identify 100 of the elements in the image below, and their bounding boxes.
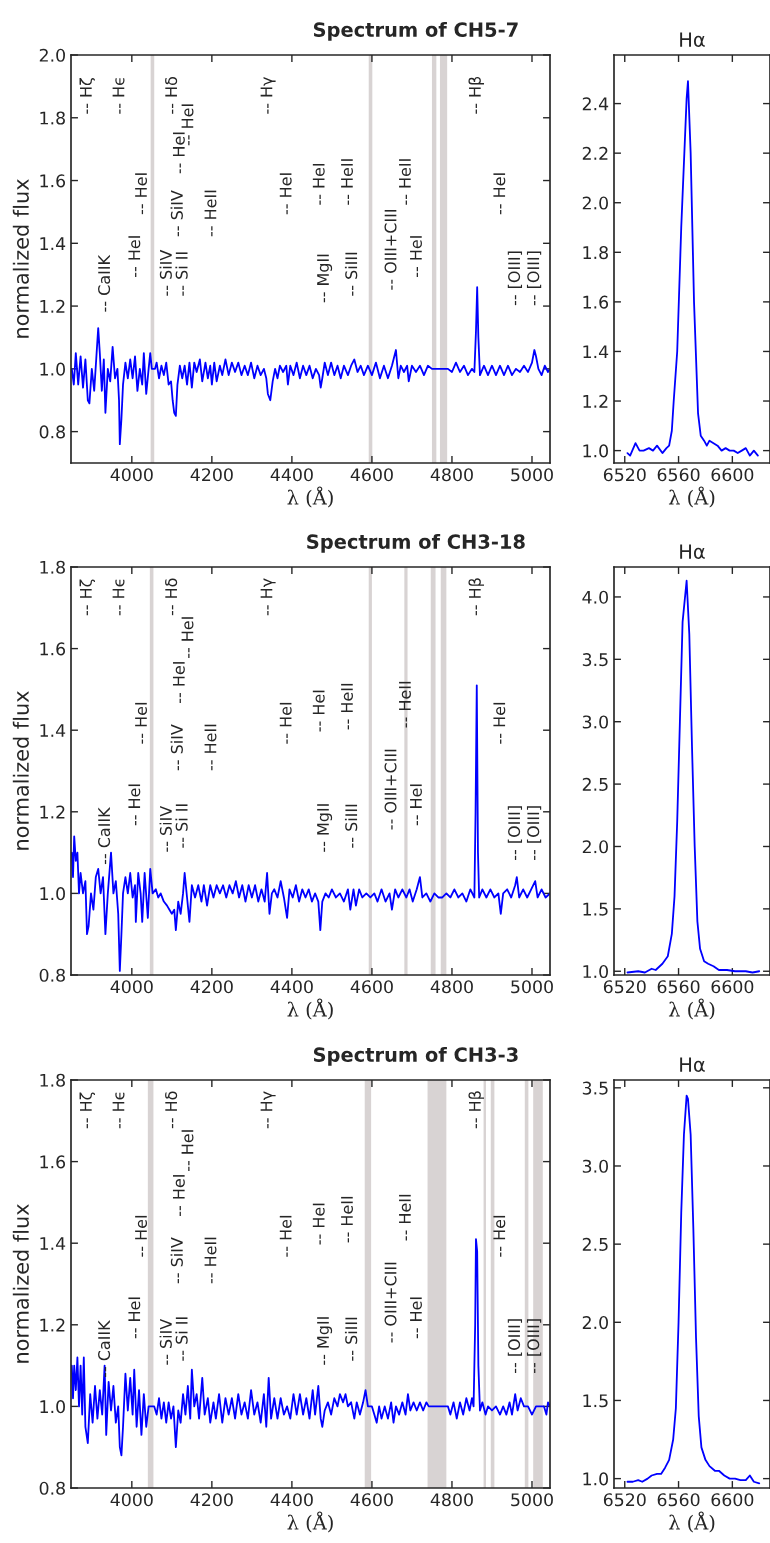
y-tick-label: 1.6 [40, 174, 66, 188]
annotation: -- HeI [181, 1130, 194, 1172]
annotation: -- Hγ [260, 578, 276, 616]
annotation: -- [OIII] [507, 806, 523, 860]
line-series [71, 1238, 550, 1457]
annotation: -- Hβ [468, 1091, 485, 1129]
x-tick-label: 4600 [350, 468, 393, 482]
x-tick-label: 4400 [270, 980, 313, 994]
annotation: -- HeI [410, 1297, 422, 1339]
y-tick-label: 2.0 [39, 48, 65, 62]
annotation: -- SiIV [159, 1318, 172, 1365]
y-tick-label: 1.0 [583, 1472, 608, 1486]
x-tick-label: 6560 [657, 1493, 700, 1507]
annotation: -- Hϵ [112, 579, 125, 616]
x-tick-label: 4800 [430, 1493, 473, 1507]
x-tick-label: 4400 [270, 1493, 313, 1507]
annotation: -- [OIII] [507, 1319, 523, 1373]
y-tick-label: 1.4 [40, 1237, 66, 1250]
x-tick-label: 4800 [430, 468, 473, 482]
annotation: -- Hγ [260, 76, 276, 114]
x-tick-label: 5000 [511, 468, 553, 482]
y-axis-title: normalized flux [12, 1204, 29, 1363]
x-tick-label: 4600 [350, 980, 393, 994]
annotation: -- Hδ [165, 77, 178, 114]
annotation: -- Hζ [79, 579, 96, 616]
annotation: -- HeI [172, 662, 185, 703]
chart-title: Spectrum of CH5-7 [313, 21, 518, 41]
y-tick-label: 1.2 [583, 394, 608, 408]
y-tick-label: 3.5 [582, 1081, 608, 1095]
x-axis-title: λ (Å) [287, 1511, 333, 1533]
y-tick-label: 1.4 [40, 237, 66, 250]
y-tick-label: 3.0 [582, 715, 608, 729]
annotation: -- HeII [204, 1237, 217, 1284]
y-tick-label: 2.0 [582, 840, 608, 854]
annotation: -- [OIII] [526, 251, 542, 306]
annotation: -- HeII [204, 190, 217, 237]
y-tick-label: 1.0 [40, 362, 65, 376]
y-tick-label: 1.2 [40, 299, 65, 313]
annotation: -- SiIV [170, 724, 183, 771]
x-tick-label: 4000 [110, 1493, 153, 1507]
x-tick-label: 5000 [511, 1493, 553, 1507]
annotation: -- MgII [317, 1317, 333, 1365]
chart-title: Hα [680, 32, 705, 47]
annotation: -- SiIII [344, 804, 358, 848]
annotation: -- HeII [341, 683, 353, 730]
annotation: -- HeI [410, 784, 422, 826]
annotation: -- [OIII] [507, 251, 523, 306]
annotation: -- SiIV [170, 190, 183, 237]
chart-title: Spectrum of CH3-3 [313, 1046, 518, 1066]
y-tick-label: 1.8 [40, 1073, 65, 1087]
annotation: -- MgII [317, 254, 333, 303]
annotation: -- HeII [341, 1196, 353, 1243]
y-tick-label: 1.2 [40, 805, 65, 819]
annotation: -- HeI [312, 163, 325, 205]
annotation: -- Hϵ [112, 1092, 125, 1129]
annotation: -- HeII [399, 159, 411, 205]
annotation: -- HeI [279, 702, 292, 744]
x-axis-title: λ (Å) [668, 1511, 715, 1533]
annotation: -- HeI [493, 173, 506, 215]
chart-title: Hα [680, 1057, 705, 1072]
y-axis-title: normalized flux [12, 691, 29, 850]
annotation: -- HeI [135, 173, 148, 215]
y-tick-label: 1.5 [583, 902, 608, 916]
annotation: -- HeI [279, 173, 292, 215]
y-tick-label: 2.5 [582, 777, 608, 791]
annotation: -- HeI [135, 702, 148, 744]
y-tick-label: 3.5 [582, 653, 608, 667]
y-tick-label: 2.2 [582, 146, 608, 160]
y-tick-label: 4.0 [582, 590, 608, 604]
annotation: -- CaIIK [98, 1320, 111, 1378]
y-tick-label: 1.6 [40, 1155, 66, 1169]
y-tick-label: 2.5 [582, 1237, 608, 1251]
x-axis-title: λ (Å) [668, 998, 715, 1020]
x-axis-title: λ (Å) [287, 486, 333, 508]
x-tick-label: 6560 [657, 980, 700, 994]
x-tick-label: 4400 [270, 468, 313, 482]
annotation: -- HeII [341, 159, 353, 205]
annotation: -- OIII+CIII [384, 1262, 397, 1343]
annotation: -- HeI [493, 702, 506, 744]
annotation: -- SiIV [159, 249, 172, 296]
x-axis-title: λ (Å) [287, 998, 333, 1020]
y-tick-label: 0.8 [39, 425, 65, 439]
annotation: -- SiIII [344, 252, 358, 296]
annotation: -- HeI [312, 690, 325, 732]
annotation: -- Si II [175, 1317, 188, 1361]
y-tick-label: 3.0 [582, 1159, 608, 1173]
annotation: -- SiIII [344, 1317, 358, 1361]
annotation: -- MgII [317, 804, 333, 852]
y-tick-label: 1.0 [40, 887, 65, 901]
annotation: -- SiIV [159, 805, 172, 852]
chart-title: Hα [680, 544, 705, 559]
y-tick-label: 1.0 [583, 964, 608, 979]
chart-title: Spectrum of CH3-18 [307, 533, 525, 553]
annotation: -- HeI [128, 784, 141, 826]
annotation: -- Hδ [165, 1091, 178, 1129]
annotation: -- HeII [399, 681, 411, 728]
x-tick-label: 4000 [110, 468, 153, 482]
annotation: -- CaIIK [98, 254, 111, 312]
annotation: -- [OIII] [526, 1319, 542, 1373]
annotation: -- Hβ [468, 578, 485, 616]
